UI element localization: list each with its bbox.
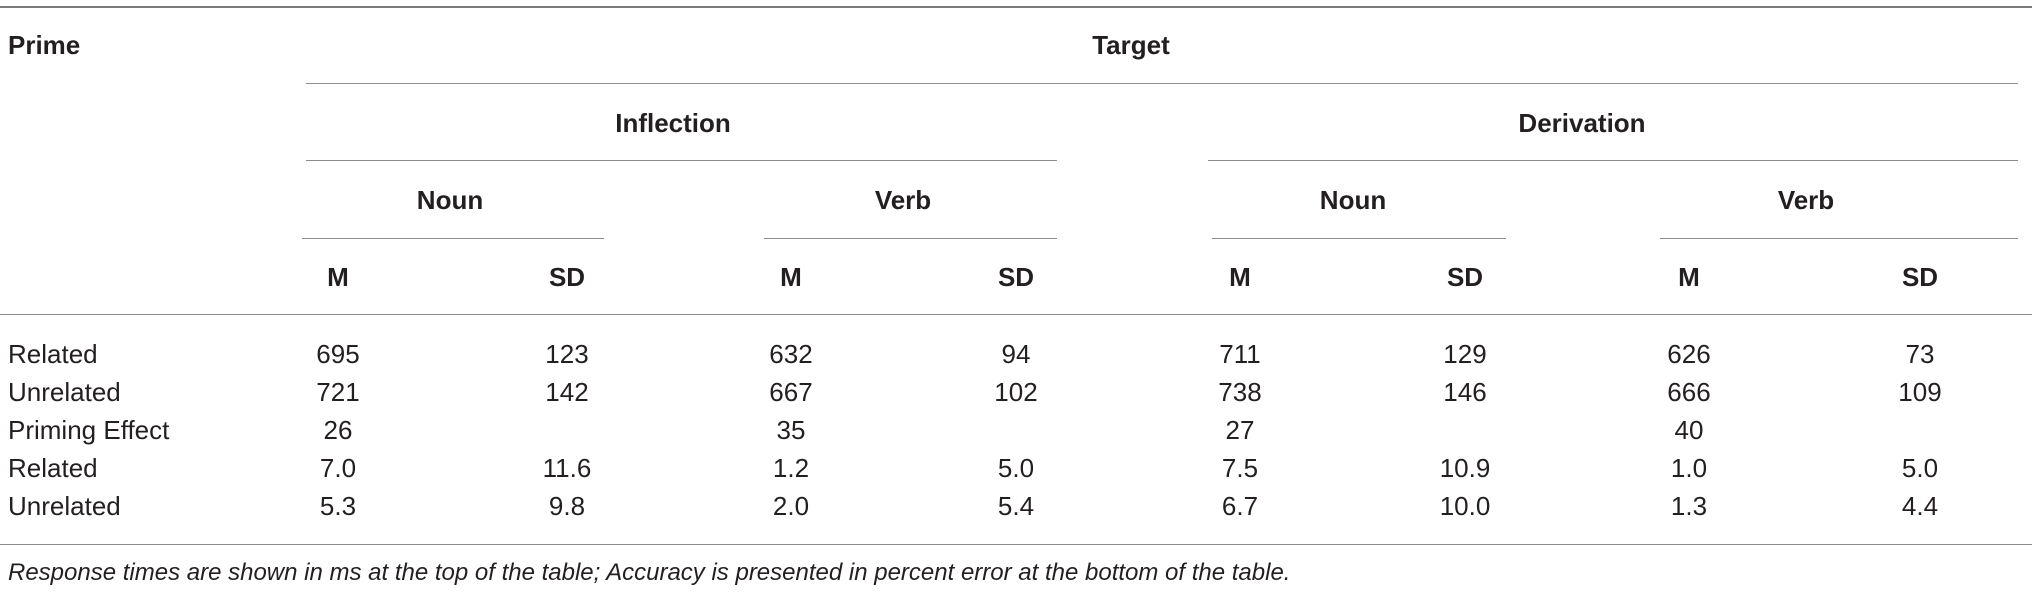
table-cell: 6.7 [1221,491,1259,521]
table-cell: 94 [1001,339,1031,369]
target-rule [306,83,2018,84]
table-cell: 102 [994,377,1038,407]
derivation-verb-rule [1660,238,2018,239]
stat-header: M [327,262,349,292]
table-top-rule [0,6,2032,8]
table-cell: 5.0 [1901,453,1939,483]
row-label: Related [8,339,98,369]
derivation-verb-header: Verb [1777,185,1835,215]
inflection-noun-rule [302,238,604,239]
derivation-rule [1208,160,2018,161]
table-cell: 129 [1443,339,1487,369]
group-inflection-header: Inflection [615,108,731,138]
row-label: Unrelated [8,377,121,407]
derivation-noun-header: Noun [1319,185,1387,215]
table-cell: 7.0 [319,453,357,483]
table-cell: 5.3 [319,491,357,521]
table-cell: 26 [323,415,353,445]
inflection-rule [306,160,1057,161]
stat-header: SD [1901,262,1939,292]
table-cell: 11.6 [542,453,592,483]
table-cell: 1.3 [1670,491,1708,521]
stat-header: SD [1446,262,1484,292]
row-label: Unrelated [8,491,121,521]
prime-header: Prime [8,30,81,60]
table-cell: 1.2 [772,453,810,483]
inflection-verb-header: Verb [874,185,932,215]
table-cell: 35 [776,415,806,445]
group-derivation-header: Derivation [1518,108,1646,138]
table-footnote: Response times are shown in ms at the to… [8,559,1291,586]
target-header: Target [1092,30,1170,60]
table-cell: 738 [1218,377,1262,407]
table-cell: 4.4 [1901,491,1939,521]
table-cell: 666 [1667,377,1711,407]
table-cell: 721 [316,377,360,407]
table-cell: 667 [769,377,813,407]
table-cell: 142 [545,377,589,407]
table-cell: 40 [1674,415,1704,445]
table-cell: 10.9 [1439,453,1491,483]
row-label: Related [8,453,98,483]
stat-header: M [780,262,802,292]
row-label: Priming Effect [8,415,170,445]
table-cell: 5.0 [997,453,1035,483]
table-cell: 27 [1225,415,1255,445]
table-cell: 73 [1905,339,1935,369]
table-cell: 626 [1667,339,1711,369]
table-cell: 5.4 [997,491,1035,521]
table-cell: 2.0 [772,491,810,521]
header-bottom-rule [0,314,2032,315]
stat-header: M [1678,262,1700,292]
derivation-noun-rule [1212,238,1506,239]
stat-header: M [1229,262,1251,292]
inflection-verb-rule [764,238,1057,239]
table-cell: 711 [1219,339,1261,369]
table-cell: 10.0 [1439,491,1491,521]
table-cell: 146 [1443,377,1487,407]
table-cell: 109 [1898,377,1942,407]
table-cell: 1.0 [1670,453,1708,483]
table-cell: 123 [545,339,589,369]
table-cell: 9.8 [548,491,586,521]
table-bottom-rule [0,544,2032,545]
stat-header: SD [997,262,1035,292]
inflection-noun-header: Noun [416,185,484,215]
table-cell: 632 [769,339,813,369]
stat-header: SD [548,262,586,292]
table-cell: 695 [316,339,360,369]
table-cell: 7.5 [1221,453,1259,483]
